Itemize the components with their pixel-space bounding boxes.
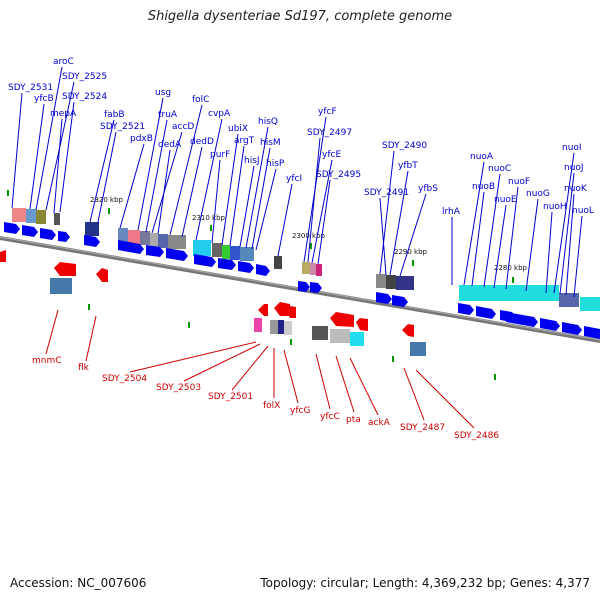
gene-label: yfcC (320, 412, 340, 422)
gene-label: folX (263, 401, 280, 411)
gene-label: dedA (158, 140, 182, 150)
gene-label: ackA (368, 418, 391, 428)
gene-label: nuoH (543, 202, 567, 212)
gene-label: truA (158, 110, 178, 120)
bottom-gene-labels: mnmC flk SDY_2504 SDY_2503 SDY_2501 folX… (32, 356, 499, 441)
kbp-scale: 2320 kbp 2310 kbp 2300 kbp 2290 kbp 2280… (90, 196, 528, 272)
gene-label: yfcI (286, 174, 302, 184)
gene-label: SDY_2497 (307, 128, 352, 138)
gene-label: SDY_2503 (156, 383, 201, 393)
gene-label: SDY_2487 (400, 423, 445, 433)
gene-label: folC (192, 95, 209, 105)
gene-label: hisQ (258, 117, 278, 127)
top-gene-labels: SDY_2531 aroC yfcB SDY_2525 mepA SDY_252… (8, 57, 594, 217)
gene-label: yfbS (418, 184, 438, 194)
kbp-label-2290: 2290 kbp (394, 248, 428, 256)
gene-label: usg (155, 88, 171, 98)
gene-label: hisJ (244, 156, 260, 166)
gene-label: dedD (190, 137, 214, 147)
gene-label: yfcE (322, 150, 341, 160)
forward-strand-genes (4, 222, 600, 339)
gene-label: cvpA (208, 109, 231, 119)
gene-label: yfbT (398, 161, 418, 171)
gene-label: purF (210, 150, 230, 160)
gene-label: pta (346, 415, 361, 425)
gene-label: nuoA (470, 152, 494, 162)
gene-label: yfcF (318, 107, 337, 117)
gene-label: hisP (266, 159, 285, 169)
gene-label: nuoB (472, 182, 495, 192)
gene-label: SDY_2486 (454, 431, 499, 441)
gene-label: nuoG (526, 189, 550, 199)
kbp-label-2280: 2280 kbp (494, 264, 528, 272)
gene-label: nuoC (488, 164, 511, 174)
gene-label: SDY_2504 (102, 374, 147, 384)
gene-label: SDY_2495 (316, 170, 361, 180)
gene-label: mnmC (32, 356, 62, 366)
gene-label: nuoK (564, 184, 588, 194)
gene-label: SDY_2491 (364, 188, 409, 198)
gene-label: ubiX (228, 124, 248, 134)
map-title: Shigella dysenteriae Sd197, complete gen… (147, 9, 453, 24)
gene-label: nuoL (572, 206, 594, 216)
accession-label: Accession: NC_007606 (10, 576, 147, 590)
gene-label: flk (78, 363, 90, 373)
gene-label: hisM (260, 138, 281, 148)
gene-label: yfcG (290, 406, 310, 416)
gene-label: SDY_2524 (62, 92, 107, 102)
kbp-label-2300: 2300 kbp (292, 232, 326, 240)
gene-label: argT (234, 136, 255, 146)
gene-label: SDY_2525 (62, 72, 107, 82)
forward-feature-boxes (12, 208, 600, 311)
reverse-feature-boxes (50, 278, 426, 356)
kbp-label-2310: 2310 kbp (192, 214, 226, 222)
gene-label: nuoF (508, 177, 530, 187)
top-leader-lines (11, 66, 583, 298)
gene-label: SDY_2521 (100, 122, 145, 132)
gene-label: yfcB (34, 94, 54, 104)
reverse-strand-genes (0, 250, 414, 337)
gene-label: mepA (50, 109, 77, 119)
gene-label: aroC (53, 57, 74, 67)
gene-label: SDY_2490 (382, 141, 427, 151)
gene-label: lrhA (442, 207, 461, 217)
gene-label: SDY_2531 (8, 83, 53, 93)
gene-label: SDY_2501 (208, 392, 253, 402)
gene-label: nuoE (494, 195, 517, 205)
tick-marks (7, 190, 514, 380)
gene-label: accD (172, 122, 194, 132)
gene-label: pdxB (130, 134, 153, 144)
gene-label: nuoJ (564, 163, 584, 173)
gene-label: fabB (104, 110, 125, 120)
bottom-leader-lines (45, 309, 475, 429)
kbp-label-2320: 2320 kbp (90, 196, 124, 204)
topology-label: Topology: circular; Length: 4,369,232 bp… (260, 576, 590, 590)
gene-label: nuoI (562, 143, 582, 153)
